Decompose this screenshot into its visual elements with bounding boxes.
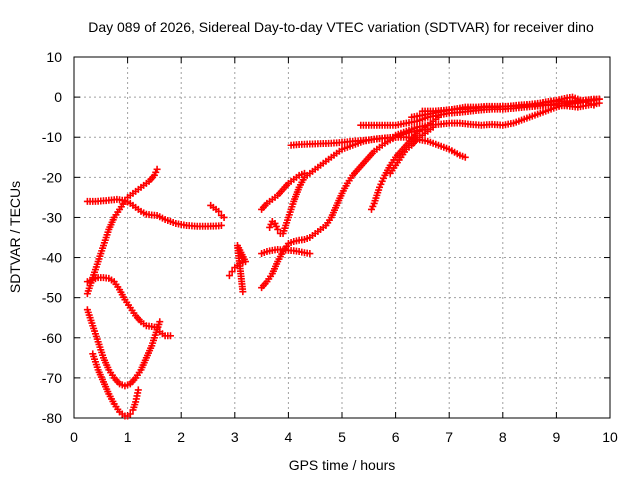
data-point	[134, 386, 142, 394]
y-tick-label: -70	[42, 370, 62, 386]
x-tick-label: 3	[231, 429, 239, 445]
grid	[74, 57, 610, 418]
x-tick-labels: 0 1 2 3 4 5 6 7 8 9 10	[70, 429, 618, 445]
y-tick-label: 10	[46, 49, 62, 65]
data-series-2	[83, 195, 225, 230]
data-point	[126, 410, 134, 418]
x-tick-label: 5	[338, 429, 346, 445]
data-point	[215, 207, 223, 215]
x-tick-label: 6	[392, 429, 400, 445]
data-point	[220, 213, 228, 221]
data-point	[225, 272, 233, 280]
data-series-1	[83, 165, 161, 298]
y-tick-label: -50	[42, 290, 62, 306]
data-point	[166, 332, 174, 340]
data-point	[153, 165, 161, 173]
data-point	[590, 101, 598, 109]
chart-title: Day 089 of 2026, Sidereal Day-to-day VTE…	[88, 19, 594, 35]
data-series-6	[207, 201, 228, 221]
y-tick-label: -10	[42, 129, 62, 145]
x-tick-label: 7	[445, 429, 453, 445]
data-point	[228, 268, 236, 276]
data-series-7	[225, 242, 250, 296]
data-point	[156, 318, 164, 326]
x-axis-label: GPS time / hours	[289, 457, 396, 473]
data-series-11	[258, 125, 432, 292]
data-series-3	[83, 274, 174, 340]
y-axis-label: SDTVAR / TECUs	[7, 181, 23, 293]
data-series-4	[83, 306, 164, 390]
y-tick-label: 0	[54, 89, 62, 105]
data-series-5	[89, 350, 142, 420]
data-point	[461, 153, 469, 161]
data-point	[217, 221, 225, 229]
y-tick-label: -80	[42, 410, 62, 426]
y-tick-label: -60	[42, 330, 62, 346]
x-tick-label: 0	[70, 429, 78, 445]
data-point	[595, 95, 603, 103]
y-tick-labels: 10 0 -10 -20 -30 -40 -50 -60 -70 -80	[42, 49, 62, 426]
x-tick-label: 2	[177, 429, 185, 445]
x-tick-label: 9	[553, 429, 561, 445]
x-tick-label: 10	[602, 429, 618, 445]
data-series-13	[287, 131, 405, 149]
x-tick-label: 1	[124, 429, 132, 445]
x-tick-label: 8	[499, 429, 507, 445]
data-point	[306, 250, 314, 258]
x-tick-label: 4	[285, 429, 293, 445]
axis-ticks	[73, 56, 611, 419]
y-tick-label: -40	[42, 250, 62, 266]
data-point	[239, 288, 247, 296]
data-series-20	[531, 93, 598, 109]
data-series-15	[386, 123, 437, 177]
data-points	[83, 93, 603, 420]
y-tick-label: -20	[42, 169, 62, 185]
data-series-10	[258, 246, 314, 258]
data-point	[274, 225, 282, 233]
data-series-8	[258, 169, 308, 213]
y-tick-label: -30	[42, 209, 62, 225]
